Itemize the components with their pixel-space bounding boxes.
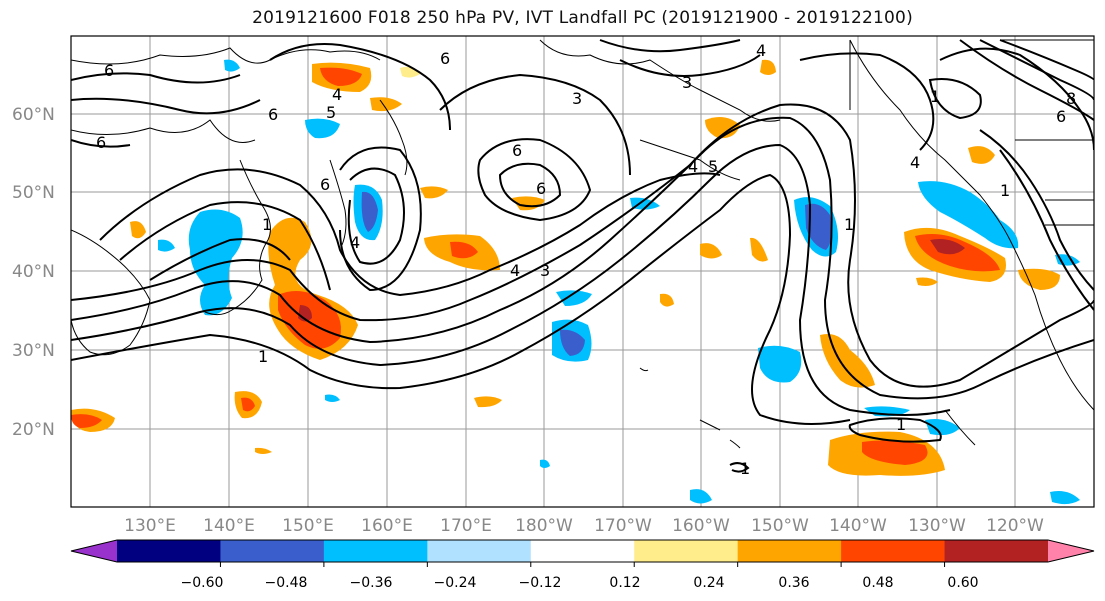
colorbar-outline — [70, 539, 1095, 563]
lat-label: 50°N — [12, 183, 55, 203]
contour-label: 6 — [104, 61, 114, 80]
contour-label: 6 — [96, 133, 106, 152]
contour-label: 4 — [350, 233, 360, 252]
colorbar-extend-max — [1048, 540, 1094, 562]
contour-label: 3 — [572, 89, 582, 108]
map-title: 2019121600 F018 250 hPa PV, IVT Landfall… — [252, 8, 913, 28]
contour-label: 5 — [708, 157, 718, 176]
colorbar-tick-label: 0.48 — [862, 575, 893, 591]
colorbar-tick-labels: −0.60 −0.48 −0.36 −0.24 −0.12 0.12 0.24 … — [181, 575, 979, 591]
contour-label: 3 — [682, 73, 692, 92]
map-plot-area: 6 6 6 4 5 6 3 3 4 4 6 6 4 5 4 3 1 1 1 1 … — [71, 36, 1094, 507]
lat-label: 20°N — [12, 420, 55, 440]
contour-labels: 6 6 6 4 5 6 3 3 4 4 6 6 4 5 4 3 1 1 1 1 … — [96, 41, 1076, 478]
contour-label: 1 — [844, 215, 854, 234]
lon-label: 130°W — [908, 516, 966, 536]
lon-label: 160°E — [361, 516, 413, 536]
map-frame — [70, 35, 1095, 508]
lat-label: 40°N — [12, 262, 55, 282]
colorbar-segment — [634, 540, 739, 562]
coastlines — [71, 39, 1094, 449]
colorbar-segment — [220, 540, 325, 562]
lon-label: 150°W — [751, 516, 809, 536]
colorbar-segment — [117, 540, 221, 562]
colorbar: −0.60 −0.48 −0.36 −0.24 −0.12 0.12 0.24 … — [70, 539, 1095, 591]
contour-label: 1 — [896, 415, 906, 434]
colorbar-tick-label: −0.12 — [519, 575, 562, 591]
colorbar-tick-label: −0.24 — [434, 575, 477, 591]
lon-label: 180°W — [515, 516, 573, 536]
colorbar-tick-label: −0.36 — [350, 575, 393, 591]
colorbar-segment — [427, 540, 532, 562]
colorbar-segments — [70, 539, 1095, 563]
contour-label: 1 — [258, 347, 268, 366]
contour-label: 6 — [440, 49, 450, 68]
contour-label: 6 — [536, 179, 546, 198]
latitude-labels: 60°N 50°N 40°N 30°N 20°N — [12, 105, 55, 440]
lon-label: 170°W — [594, 516, 652, 536]
contour-label: 4 — [510, 261, 520, 280]
colorbar-tick-label: −0.60 — [181, 575, 224, 591]
colorbar-extend-min — [71, 540, 117, 562]
contour-label: 1 — [262, 215, 272, 234]
contour-label: 4 — [688, 157, 698, 176]
contour-label: 1 — [930, 87, 940, 106]
contour-label: 6 — [320, 175, 330, 194]
colorbar-tick-label: 0.60 — [947, 575, 978, 591]
colorbar-segment — [841, 540, 946, 562]
longitude-labels: 130°E 140°E 150°E 160°E 170°E 180°W 170°… — [124, 516, 1044, 536]
contour-label: 6 — [512, 141, 522, 160]
colorbar-segment — [737, 540, 842, 562]
colorbar-segment — [323, 540, 428, 562]
negative-anomaly-shading — [158, 59, 1080, 505]
lon-label: 150°E — [282, 516, 334, 536]
lon-label: 170°E — [440, 516, 492, 536]
colorbar-segment — [530, 540, 635, 562]
lon-label: 140°W — [829, 516, 887, 536]
lon-label: 130°E — [124, 516, 176, 536]
lon-label: 120°W — [986, 516, 1044, 536]
contour-label: 8 — [1066, 89, 1076, 108]
positive-anomaly-shading — [71, 59, 1060, 476]
colorbar-tick-label: 0.36 — [778, 575, 809, 591]
lat-label: 60°N — [12, 105, 55, 125]
contour-label: 6 — [1056, 107, 1066, 126]
contour-label: 1 — [740, 459, 750, 478]
contour-label: 4 — [910, 153, 920, 172]
contour-label: 1 — [1000, 181, 1010, 200]
lon-label: 160°W — [672, 516, 730, 536]
lat-label: 30°N — [12, 341, 55, 361]
colorbar-tick-label: −0.48 — [265, 575, 308, 591]
colorbar-segment — [944, 540, 1049, 562]
contour-label: 4 — [756, 41, 766, 60]
contour-label: 5 — [326, 103, 336, 122]
colorbar-ticks — [219, 562, 946, 567]
colorbar-tick-label: 0.24 — [693, 575, 724, 591]
contour-label: 6 — [268, 105, 278, 124]
contour-label: 3 — [540, 261, 550, 280]
pv-contours — [71, 39, 1094, 473]
lon-label: 140°E — [203, 516, 255, 536]
contour-label: 4 — [332, 85, 342, 104]
colorbar-tick-label: 0.12 — [609, 575, 640, 591]
